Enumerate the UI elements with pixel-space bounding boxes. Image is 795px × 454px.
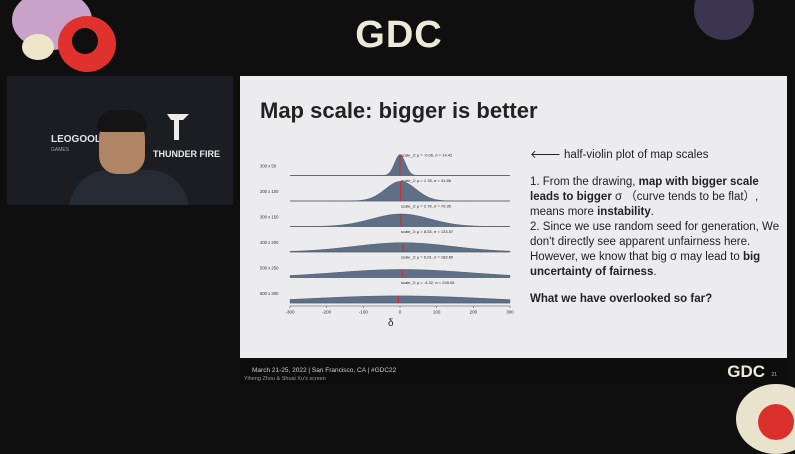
half-violin-chart: 300 x 50 scale_3: μ = -0.06, σ = 14.42 200…: [260, 153, 514, 315]
chart-xlabel: δ: [388, 318, 394, 329]
pointer-line: 🡐 half-violin plot of map scales: [530, 149, 709, 161]
point-1-c: σ （curve tends to be flat）, means more: [530, 191, 759, 218]
row-label: 300 x 150: [260, 215, 279, 220]
question-text: What we have overlooked so far?: [530, 293, 713, 305]
webcam-brand-left: LEOGOOL GAMES: [51, 134, 101, 153]
x-tick-label: -100: [359, 310, 369, 315]
x-tick-label: 100: [433, 310, 441, 315]
decor-blob-dark: [72, 28, 98, 54]
decor-blob-cream: [22, 34, 54, 60]
point-1: 1. From the drawing, map with bigger sca…: [530, 175, 780, 220]
row-annotation: scale_3: μ = 2.78, σ = 79.35: [401, 204, 452, 209]
row-label: 500 x 250: [260, 266, 279, 271]
decor-blob-purple: [694, 0, 754, 40]
slide-footer: March 21-25, 2022 | San Francisco, CA | …: [240, 358, 787, 384]
density-area: [289, 213, 511, 227]
density-area: [289, 269, 511, 278]
x-tick-label: 300: [506, 310, 514, 315]
point-2-b: big uncertainty of fairness: [530, 251, 761, 278]
webcam-brand-left-text: LEOGOOL: [51, 134, 101, 145]
webcam-brand-left-sub: GAMES: [51, 147, 70, 153]
point-1-e: .: [650, 206, 654, 218]
question-line: What we have overlooked so far?: [530, 292, 780, 307]
density-area: [289, 242, 511, 253]
gdc-logo: GDC: [355, 14, 443, 56]
presentation-slide: Map scale: bigger is better 300 x 50 scal…: [240, 76, 787, 358]
row-label: 200 x 100: [260, 189, 279, 194]
x-tick-label: 0: [399, 310, 402, 315]
row-annotation: scale_3: μ = -4.32, σ = 249.06: [401, 280, 455, 285]
point-2: 2. Since we use random seed for generati…: [530, 220, 780, 280]
row-label: 300 x 50: [260, 164, 277, 169]
density-area: [289, 295, 511, 304]
screen-caption: Yiheng Zhou & Shuai Xu's screen: [244, 376, 326, 382]
row-annotation: scale_2: μ = 1.78, σ = 41.86: [401, 178, 452, 183]
decor-blob-bottom-red: [758, 404, 794, 440]
presenter-body: [69, 170, 189, 205]
density-area: [290, 181, 510, 202]
point-2-a: 2. Since we use random seed for generati…: [530, 221, 780, 263]
row-annotation: scale_3: μ = -0.06, σ = 14.42: [401, 153, 453, 158]
x-tick-label: 200: [470, 310, 478, 315]
point-2-c: .: [653, 266, 657, 278]
slide-bullets: 🡐 half-violin plot of map scales 1. From…: [530, 148, 780, 307]
footer-gdc-logo: GDC: [727, 362, 765, 381]
slide-title: Map scale: bigger is better: [260, 98, 538, 123]
x-tick-label: -300: [285, 310, 295, 315]
point-1-a: 1. From the drawing,: [530, 176, 639, 188]
point-1-b: map with bigger scale leads to bigger: [530, 176, 759, 203]
row-label: 400 x 200: [260, 240, 279, 245]
row-annotation: scale_3: μ = 8.33, σ = 133.57: [401, 229, 454, 234]
thunderfire-logo-icon: [167, 114, 189, 140]
point-1-d: instability: [597, 206, 651, 218]
webcam-feed: LEOGOOL GAMES THUNDER FIRE: [7, 76, 233, 205]
row-label: 600 x 300: [260, 291, 279, 296]
event-info: March 21-25, 2022 | San Francisco, CA | …: [252, 367, 397, 374]
page-number: 21: [771, 372, 777, 378]
row-annotation: scale_3: μ = 6.01, σ = 183.69: [401, 255, 454, 260]
presenter-hair: [97, 110, 147, 132]
webcam-brand-right: THUNDER FIRE: [153, 149, 220, 159]
x-tick-label: -200: [322, 310, 332, 315]
